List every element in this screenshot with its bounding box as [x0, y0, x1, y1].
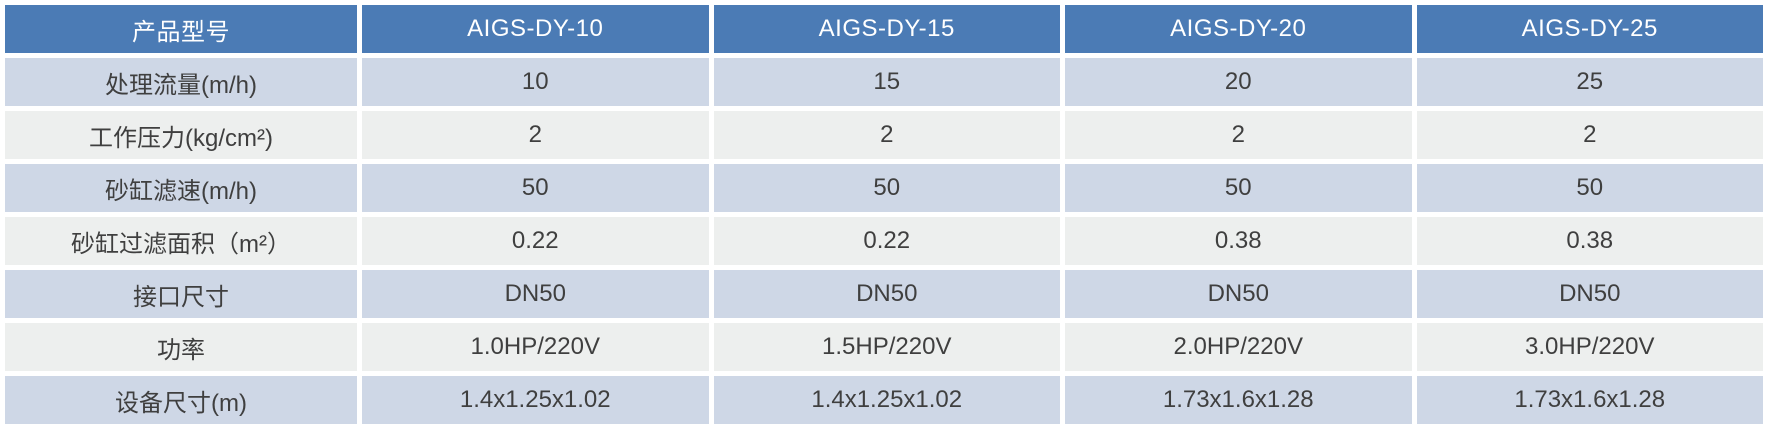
table-row-working-pressure: 工作压力(kg/cm²) 2 2 2 2: [5, 111, 1763, 159]
spec-cell: DN50: [1065, 270, 1412, 318]
spec-cell: 0.38: [1416, 217, 1763, 265]
spec-cell: 50: [1416, 164, 1763, 212]
spec-cell: 0.22: [713, 217, 1060, 265]
row-label-dimensions: 设备尺寸(m): [5, 376, 357, 424]
spec-cell: 1.4x1.25x1.02: [713, 376, 1060, 424]
spec-cell: 1.4x1.25x1.02: [362, 376, 709, 424]
header-cell-aigs-dy-20: AIGS-DY-20: [1065, 5, 1412, 53]
spec-cell: 50: [362, 164, 709, 212]
spec-table-body: 处理流量(m/h) 10 15 20 25 工作压力(kg/cm²) 2 2 2…: [5, 58, 1763, 424]
header-cell-aigs-dy-25: AIGS-DY-25: [1416, 5, 1763, 53]
table-row-dimensions: 设备尺寸(m) 1.4x1.25x1.02 1.4x1.25x1.02 1.73…: [5, 376, 1763, 424]
row-label-power: 功率: [5, 323, 357, 371]
table-row-filter-speed: 砂缸滤速(m/h) 50 50 50 50: [5, 164, 1763, 212]
row-label-flow-rate: 处理流量(m/h): [5, 58, 357, 106]
spec-cell: 2: [713, 111, 1060, 159]
spec-cell: 1.5HP/220V: [713, 323, 1060, 371]
spec-cell: 0.22: [362, 217, 709, 265]
spec-cell: DN50: [362, 270, 709, 318]
row-label-filter-speed: 砂缸滤速(m/h): [5, 164, 357, 212]
header-cell-aigs-dy-10: AIGS-DY-10: [362, 5, 709, 53]
header-cell-product-model: 产品型号: [5, 5, 357, 53]
header-cell-aigs-dy-15: AIGS-DY-15: [713, 5, 1060, 53]
spec-cell: 1.73x1.6x1.28: [1416, 376, 1763, 424]
table-row-power: 功率 1.0HP/220V 1.5HP/220V 2.0HP/220V 3.0H…: [5, 323, 1763, 371]
spec-cell: 50: [713, 164, 1060, 212]
spec-cell: 0.38: [1065, 217, 1412, 265]
spec-cell: 1.73x1.6x1.28: [1065, 376, 1412, 424]
spec-cell: 2.0HP/220V: [1065, 323, 1412, 371]
spec-cell: 20: [1065, 58, 1412, 106]
spec-cell: 1.0HP/220V: [362, 323, 709, 371]
spec-cell: DN50: [713, 270, 1060, 318]
row-label-working-pressure: 工作压力(kg/cm²): [5, 111, 357, 159]
row-label-filter-area: 砂缸过滤面积（m²）: [5, 217, 357, 265]
spec-cell: DN50: [1416, 270, 1763, 318]
spec-cell: 2: [1416, 111, 1763, 159]
spec-cell: 25: [1416, 58, 1763, 106]
spec-cell: 2: [1065, 111, 1412, 159]
spec-table-header: 产品型号 AIGS-DY-10 AIGS-DY-15 AIGS-DY-20 AI…: [5, 5, 1763, 53]
spec-cell: 2: [362, 111, 709, 159]
table-row-port-size: 接口尺寸 DN50 DN50 DN50 DN50: [5, 270, 1763, 318]
table-row-filter-area: 砂缸过滤面积（m²） 0.22 0.22 0.38 0.38: [5, 217, 1763, 265]
spec-cell: 50: [1065, 164, 1412, 212]
spec-cell: 3.0HP/220V: [1416, 323, 1763, 371]
spec-cell: 10: [362, 58, 709, 106]
header-row: 产品型号 AIGS-DY-10 AIGS-DY-15 AIGS-DY-20 AI…: [5, 5, 1763, 53]
spec-cell: 15: [713, 58, 1060, 106]
table-row-flow-rate: 处理流量(m/h) 10 15 20 25: [5, 58, 1763, 106]
row-label-port-size: 接口尺寸: [5, 270, 357, 318]
